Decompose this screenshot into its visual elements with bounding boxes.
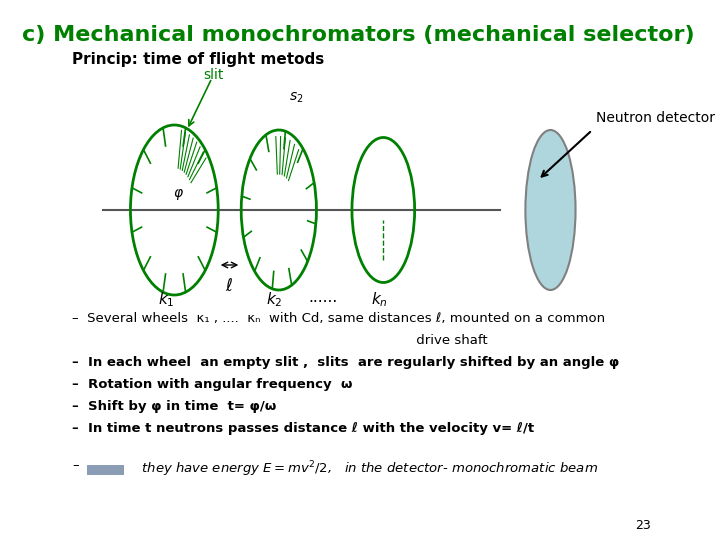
Text: drive shaft: drive shaft (72, 334, 488, 347)
Text: c) Mechanical monochromators (mechanical selector): c) Mechanical monochromators (mechanical… (22, 25, 695, 45)
Text: $k_1$: $k_1$ (158, 290, 174, 309)
Text: Neutron detector: Neutron detector (596, 111, 716, 125)
Text: –  Shift by φ in time  t= φ/ω: – Shift by φ in time t= φ/ω (72, 400, 276, 413)
Text: –  Rotation with angular frequency  ω: – Rotation with angular frequency ω (72, 378, 353, 391)
Text: $k_2$: $k_2$ (266, 290, 283, 309)
Text: slit: slit (204, 68, 224, 82)
Text: –  In each wheel  an empty slit ,  slits  are regularly shifted by an angle φ: – In each wheel an empty slit , slits ar… (72, 356, 620, 369)
Text: Princip: time of flight metods: Princip: time of flight metods (72, 52, 325, 67)
Text: $s_2$: $s_2$ (289, 91, 303, 105)
FancyBboxPatch shape (86, 465, 124, 475)
Text: $\ell$: $\ell$ (225, 277, 233, 295)
Text: ......: ...... (308, 290, 337, 305)
Text: –  Several wheels  κ₁ , ....  κₙ  with Cd, same distances ℓ, mounted on a common: – Several wheels κ₁ , .... κₙ with Cd, s… (72, 312, 606, 325)
Text: $\varphi$: $\varphi$ (173, 187, 184, 202)
Text: –  In time t neutrons passes distance ℓ with the velocity v= ℓ/t: – In time t neutrons passes distance ℓ w… (72, 422, 534, 435)
Text: 23: 23 (635, 519, 651, 532)
Ellipse shape (526, 130, 575, 290)
Text: $k_n$: $k_n$ (371, 290, 387, 309)
Text: –: – (72, 459, 79, 472)
Text: they have energy $E= mv^2/2$,   in the detector- monochromatic beam: they have energy $E= mv^2/2$, in the det… (132, 459, 598, 478)
